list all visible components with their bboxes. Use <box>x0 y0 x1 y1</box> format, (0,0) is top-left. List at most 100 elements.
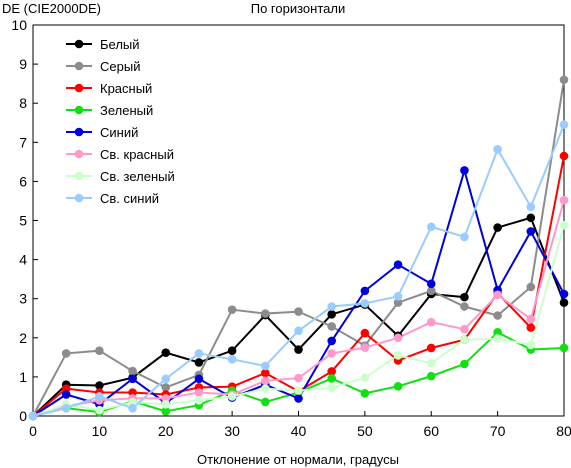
legend-label: Св. синий <box>100 191 159 206</box>
data-point-св-синий <box>526 202 536 212</box>
data-point-св-синий <box>128 403 137 413</box>
x-tick-label: 70 <box>490 423 506 439</box>
series-line-белый <box>32 216 565 417</box>
data-point-синий <box>294 394 303 403</box>
data-point-св-зеленый <box>526 340 536 350</box>
data-point-зеленый <box>559 343 569 353</box>
data-point-красный <box>360 328 370 338</box>
data-point-св-синий <box>393 292 403 301</box>
data-point-синий <box>128 374 137 384</box>
data-point-белый <box>493 223 502 232</box>
data-point-синий <box>460 166 469 175</box>
data-point-серый <box>493 311 502 320</box>
data-point-серый <box>426 286 436 296</box>
data-point-белый <box>194 358 204 367</box>
x-tick-label: 40 <box>291 423 307 439</box>
x-tick-label: 80 <box>556 423 571 439</box>
data-point-серый <box>327 322 336 331</box>
legend-label: Св. красный <box>100 147 174 162</box>
legend-marker-зеленый <box>74 105 84 115</box>
y-tick-label: 3 <box>19 291 27 307</box>
y-tick-label: 5 <box>19 213 27 229</box>
data-point-св-красный <box>393 333 403 343</box>
y-tick-label: 1 <box>19 369 27 385</box>
data-point-зеленый <box>261 397 270 407</box>
data-point-св-красный <box>294 373 303 383</box>
data-point-белый <box>327 310 336 319</box>
data-point-св-зеленый <box>95 405 104 415</box>
data-point-св-зеленый <box>559 220 569 230</box>
legend-label: Красный <box>100 81 152 96</box>
legend-marker-красный <box>74 83 84 93</box>
data-point-св-зеленый <box>194 396 204 405</box>
data-point-серый <box>61 349 71 358</box>
legend-marker-св-синий <box>74 193 84 203</box>
data-point-серый <box>261 309 270 318</box>
data-point-зеленый <box>360 389 370 398</box>
data-point-белый <box>95 381 104 390</box>
legend-marker-серый <box>74 61 84 71</box>
legend-label: Синий <box>100 125 138 140</box>
data-point-св-синий <box>493 145 502 154</box>
x-tick-label: 0 <box>29 423 37 439</box>
data-point-белый <box>294 345 303 354</box>
data-point-синий <box>360 286 370 296</box>
x-tick-label: 10 <box>92 423 108 439</box>
x-tick-label: 20 <box>158 423 174 439</box>
x-tick-label: 30 <box>224 423 240 439</box>
x-axis-ticks: 0 10 20 30 40 50 60 70 80 <box>29 411 571 439</box>
x-axis-label: Отклонение от нормали, градусы <box>197 452 399 467</box>
data-point-красный <box>327 367 336 376</box>
data-point-красный <box>261 368 270 378</box>
data-point-св-зеленый <box>327 383 336 393</box>
data-point-св-синий <box>294 326 303 336</box>
data-point-св-синий <box>227 355 237 364</box>
legend-marker-св-зеленый <box>74 171 84 181</box>
y-axis-ticks: 0 1 2 3 4 5 6 7 8 9 10 <box>11 17 38 424</box>
data-point-св-красный <box>460 324 469 334</box>
legend-label: Зеленый <box>100 103 153 118</box>
data-point-серый <box>294 307 303 316</box>
data-point-синий <box>393 260 403 269</box>
data-point-зеленый <box>460 359 469 369</box>
data-point-зеленый <box>327 374 336 383</box>
data-point-св-синий <box>559 120 569 130</box>
data-point-зеленый <box>161 407 171 416</box>
data-point-серый <box>393 298 403 307</box>
data-point-красный <box>559 151 569 161</box>
series-points <box>28 75 569 421</box>
data-point-серый <box>559 75 569 85</box>
data-point-белый <box>559 298 569 307</box>
data-point-св-зеленый <box>460 335 469 345</box>
data-point-св-зеленый <box>360 373 370 382</box>
legend-label: Св. зеленый <box>100 169 175 184</box>
data-point-серый <box>227 305 237 314</box>
y-tick-label: 8 <box>19 95 27 111</box>
legend-marker-белый <box>74 39 84 49</box>
data-point-синий <box>426 279 436 289</box>
data-point-белый <box>227 346 237 356</box>
data-point-св-зеленый <box>294 386 303 395</box>
data-point-св-синий <box>460 232 469 242</box>
data-point-св-синий <box>95 392 104 401</box>
data-point-белый <box>161 348 171 357</box>
data-point-красный <box>426 343 436 353</box>
y-tick-label: 7 <box>19 134 27 150</box>
legend-marker-синий <box>74 127 84 137</box>
data-point-зеленый <box>426 371 436 381</box>
y-tick-label: 6 <box>19 173 27 189</box>
data-point-св-зеленый <box>493 334 502 343</box>
data-point-св-красный <box>261 376 270 386</box>
data-point-св-синий <box>426 222 436 232</box>
data-point-св-синий <box>28 411 38 421</box>
data-point-св-зеленый <box>393 351 403 360</box>
data-point-св-красный <box>327 349 336 358</box>
data-point-синий <box>526 227 536 236</box>
data-point-св-синий <box>261 361 270 371</box>
legend: Белый Серый Красный Зеленый Синий Св. красный… <box>66 37 175 206</box>
data-point-серый <box>460 302 469 311</box>
y-tick-label: 2 <box>19 330 27 346</box>
data-point-св-зеленый <box>261 384 270 393</box>
data-point-синий <box>559 289 569 299</box>
